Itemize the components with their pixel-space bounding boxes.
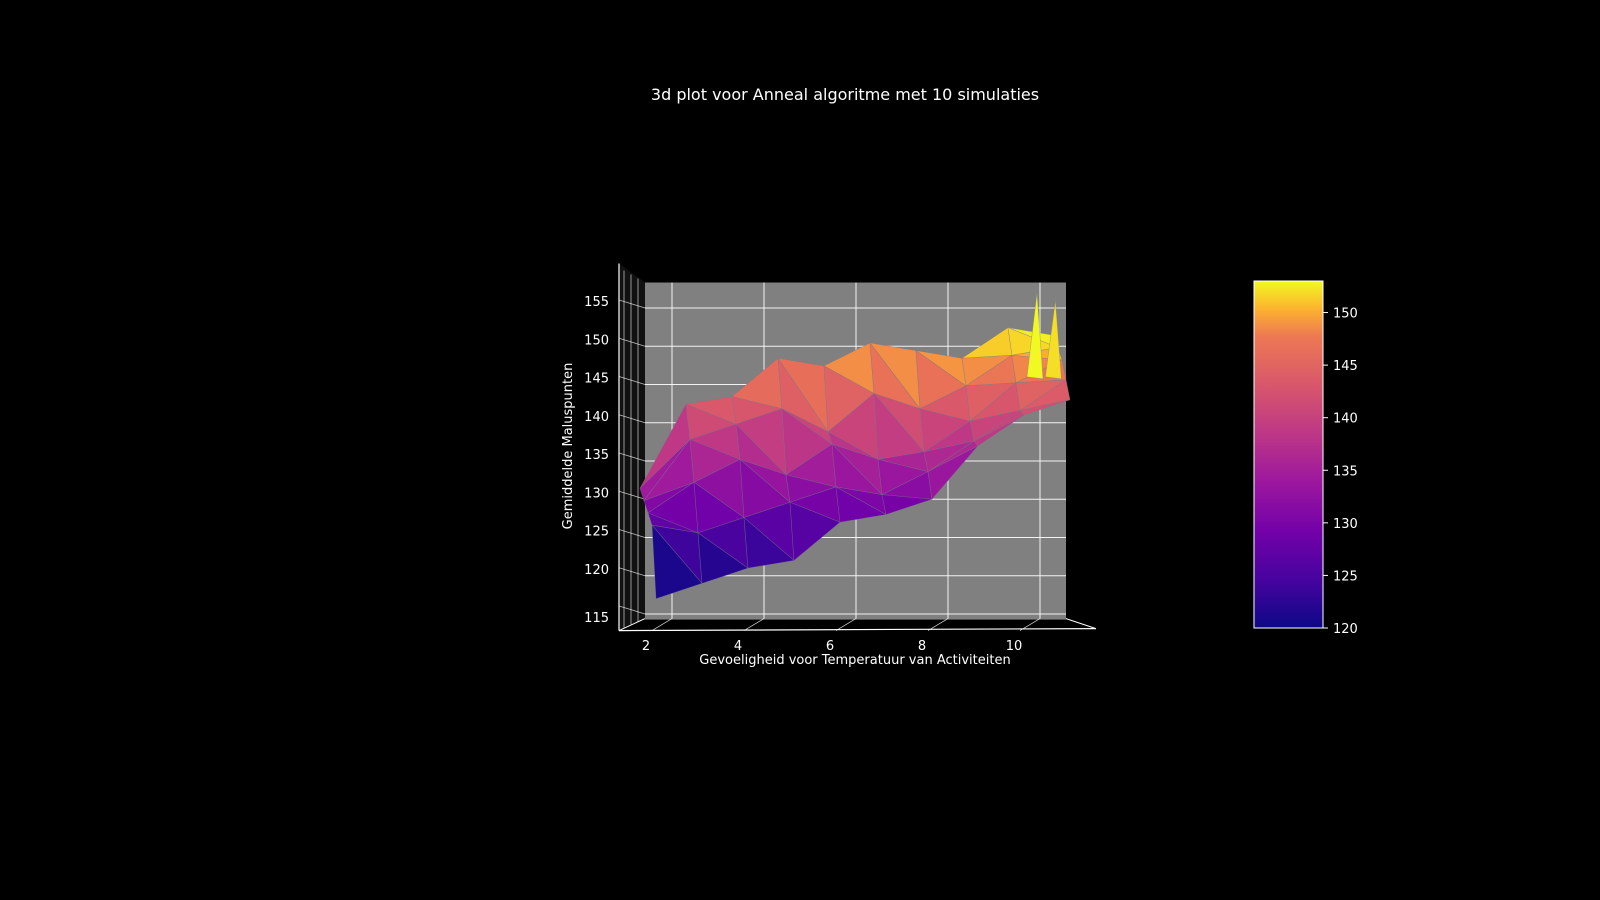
plot-axes (618, 263, 1097, 632)
side-pane (619, 263, 645, 631)
x-axis-line (618, 627, 1097, 632)
surface-facet (835, 486, 887, 523)
colorbar-tick-label: 125 (1333, 569, 1358, 584)
colorbar-tick-label: 135 (1333, 464, 1358, 479)
surface-facet (697, 532, 749, 584)
floor-grid-x (927, 618, 949, 631)
floor-edge-left (618, 618, 646, 632)
colorbar (1253, 280, 1324, 629)
grid-line-z-side (618, 529, 646, 538)
x-axis-label: Gevoeligheid voor Temperatuur van Activi… (699, 653, 1010, 668)
floor-grid-x (835, 618, 857, 631)
z-tick-label: 140 (584, 410, 609, 425)
z-axis-label: Gemiddelde Maluspunten (561, 363, 576, 530)
z-tick-label: 145 (584, 372, 609, 387)
grid-line-z-side (618, 605, 646, 615)
z-tick-label: 150 (584, 333, 609, 348)
x-tick-label: 2 (642, 639, 650, 654)
grid-line-z-side (618, 452, 646, 462)
surface-facet (651, 524, 703, 600)
tick-labels: 115 120 125 130 135 140 145 150 155 2 4 6 8 10 (584, 295, 1022, 654)
surface-facet (789, 501, 841, 562)
grid-line-z-side (618, 337, 646, 347)
colorbar-tick-label: 150 (1333, 307, 1358, 322)
grid-line-z-side (618, 299, 646, 309)
grid-line-z-side (618, 414, 646, 424)
chart-title: 3d plot voor Anneal algoritme met 10 sim… (651, 85, 1039, 104)
z-tick-label: 115 (584, 611, 609, 626)
surface-facet (1019, 399, 1071, 416)
floor-grid-x (743, 618, 765, 631)
grid-line-z-side (618, 376, 646, 385)
colorbar-tick-label: 140 (1333, 412, 1358, 427)
z-tick-label: 130 (584, 486, 609, 501)
z-tick-label: 155 (584, 295, 609, 310)
z-tick-label: 125 (584, 525, 609, 540)
surface-facet (743, 516, 795, 569)
z-tick-label: 135 (584, 448, 609, 463)
surface (639, 292, 1071, 600)
surface-spike (1026, 292, 1044, 380)
surface-facet (927, 445, 979, 500)
surface-facet (973, 414, 1025, 447)
z-tick-label: 120 (584, 563, 609, 578)
colorbar-tick-label: 130 (1333, 517, 1358, 532)
surface-spike (1045, 300, 1062, 380)
colorbar-ticks: 120 125 130 135 140 145 150 (1323, 307, 1358, 637)
floor-grid-x (1019, 618, 1041, 631)
x-tick-label: 4 (734, 639, 742, 654)
floor-grid-x (651, 618, 673, 631)
colorbar-tick-label: 120 (1333, 622, 1358, 637)
colorbar-tick-label: 145 (1333, 359, 1358, 374)
grid-line-z-side (618, 490, 646, 500)
grid-line-z-side (618, 567, 646, 577)
x-tick-label: 10 (1006, 639, 1023, 654)
x-tick-label: 6 (826, 639, 834, 654)
floor-edge-right (1065, 618, 1097, 630)
x-tick-label: 8 (918, 639, 926, 654)
surface-facet (881, 494, 933, 515)
